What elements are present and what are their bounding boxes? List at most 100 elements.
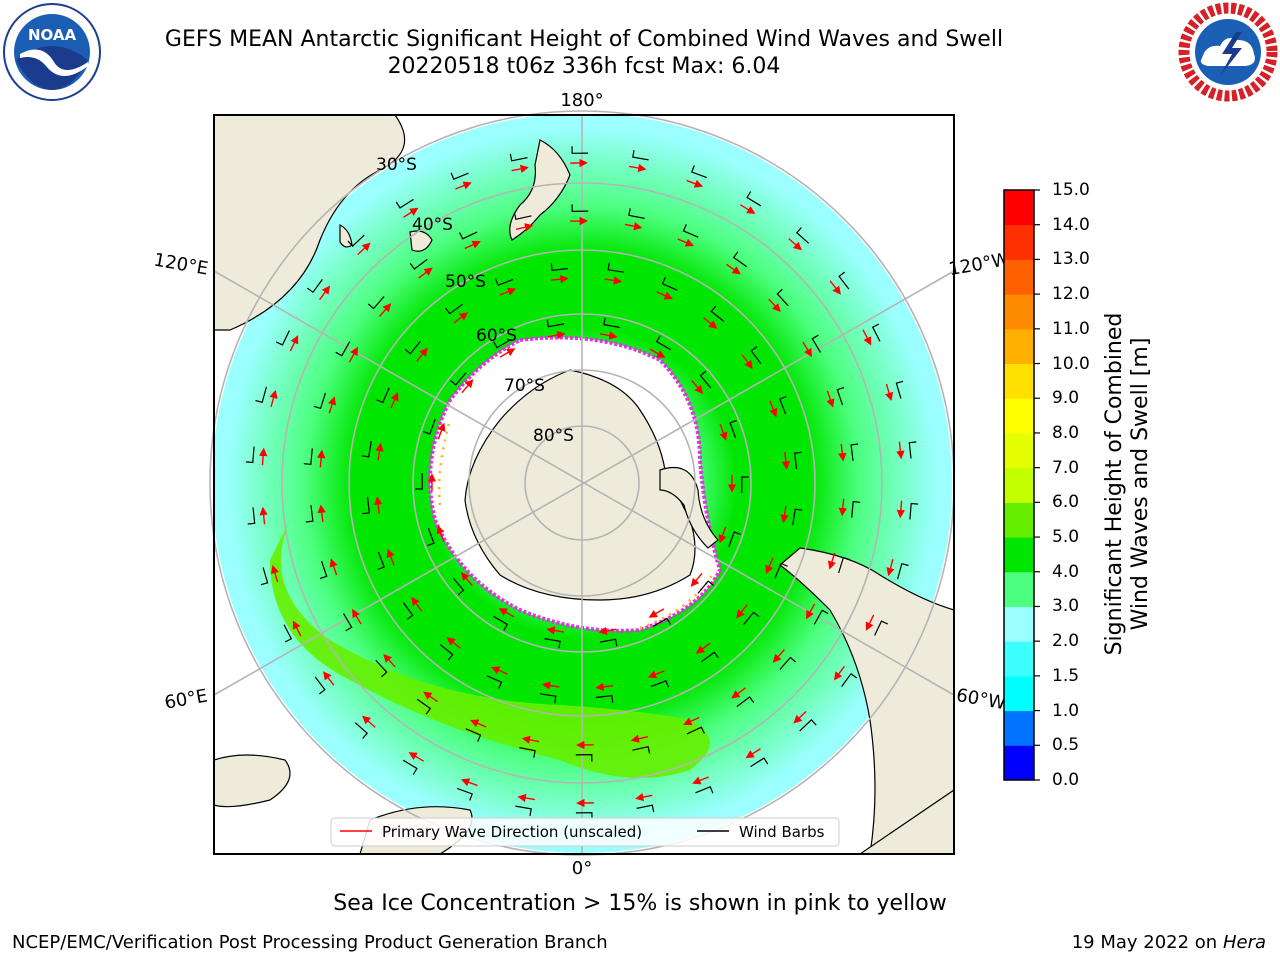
wind-barb (283, 624, 293, 643)
wave-direction-arrow (598, 626, 617, 636)
wave-direction-arrow (329, 558, 338, 576)
wave-direction-arrow (604, 276, 623, 285)
nws-logo (1178, 2, 1278, 102)
colorbar-bin (1004, 467, 1034, 503)
wave-direction-arrow (683, 716, 700, 726)
wave-direction-arrow (383, 653, 396, 668)
wave-direction-arrow (453, 312, 469, 324)
wave-direction-arrow (499, 287, 517, 296)
wind-barb (550, 263, 569, 271)
wind-barb (575, 812, 593, 820)
wave-direction-arrow (691, 380, 704, 394)
wind-barb (450, 172, 469, 180)
wave-direction-arrow (460, 572, 473, 586)
wind-barb (750, 346, 762, 364)
wave-direction-arrow (258, 447, 268, 466)
colorbar-tick-label: 12.0 (1052, 284, 1090, 305)
wind-barb (546, 319, 565, 328)
map-frame (213, 114, 955, 855)
wind-barb (544, 638, 561, 649)
wave-direction-arrow (460, 778, 478, 787)
wind-barb (746, 191, 762, 207)
wind-barb (741, 476, 749, 493)
lat-label-50s: 50°S (445, 272, 486, 292)
wind-barb (729, 419, 737, 439)
colorbar-bin (1004, 190, 1034, 226)
wind-barb (402, 759, 418, 775)
wave-direction-arrow (328, 396, 337, 414)
wind-barb (650, 680, 670, 688)
wave-direction-arrow (806, 603, 816, 620)
colorbar-tick-label: 11.0 (1052, 318, 1090, 339)
wind-barb (493, 615, 509, 631)
wind-barb (377, 551, 385, 571)
wave-direction-arrow (739, 204, 756, 214)
wind-barb (750, 757, 769, 768)
wave-direction-arrow (375, 442, 384, 461)
wind-barb (260, 567, 269, 586)
wind-barb (354, 722, 369, 739)
map-legend: Primary Wave Direction (unscaled) Wind B… (330, 817, 840, 847)
wave-direction-arrow (726, 263, 741, 275)
wave-direction-arrow (319, 285, 331, 301)
wind-barb (459, 231, 478, 240)
wave-direction-arrow (736, 604, 748, 619)
footer-date: 19 May 2022 on Hera (1072, 932, 1266, 953)
wind-barb (779, 395, 787, 415)
wave-direction-arrow (690, 572, 703, 587)
wave-direction-arrow (595, 682, 613, 692)
wind-barb (456, 787, 473, 801)
wave-direction-arrow (703, 317, 718, 329)
wind-barb (423, 418, 436, 435)
meridian-label-60e: 60°E (163, 685, 209, 713)
wave-direction-arrow (781, 452, 791, 470)
wind-barb (732, 251, 748, 268)
wave-direction-arrow (780, 505, 789, 524)
meridian-label-180: 180° (560, 90, 603, 111)
colorbar-tick-label: 8.0 (1052, 422, 1080, 443)
wind-barb (247, 507, 256, 525)
lat-label-40s: 40°S (412, 215, 453, 235)
wind-barb (595, 695, 614, 703)
wind-barb (813, 609, 829, 625)
colorbar-bin (1004, 363, 1034, 399)
wind-barb (851, 500, 861, 518)
wave-direction-arrow (323, 671, 335, 686)
wave-direction-arrow (677, 238, 695, 247)
footer-date-text: 19 May 2022 on (1071, 932, 1218, 953)
wind-barb (335, 341, 351, 357)
wind-barb (492, 339, 512, 349)
wind-barb (519, 747, 536, 758)
wave-direction-arrow (547, 330, 566, 340)
meridian-120e-60w (213, 270, 955, 696)
wave-direction-arrow (461, 379, 474, 394)
chart-subtitle: 20220518 t06z 336h fcst Max: 6.04 (387, 54, 781, 79)
wave-direction-arrow (437, 422, 446, 440)
wave-direction-arrow (768, 298, 781, 313)
meridian-label-120e: 120°E (152, 249, 210, 279)
wave-direction-arrow (745, 748, 761, 759)
wind-barb (779, 656, 797, 670)
wave-direction-arrow (629, 163, 647, 173)
wind-barb (836, 386, 845, 406)
wave-direction-arrow (731, 687, 746, 699)
wind-barb (439, 644, 454, 661)
colorbar-tick-label: 14.0 (1052, 214, 1090, 235)
wind-barb (494, 278, 514, 286)
wind-barb (515, 805, 532, 816)
colorbar-bin (1004, 502, 1034, 538)
wind-barb (452, 577, 465, 596)
wind-barb (909, 502, 919, 520)
wind-barb (415, 473, 423, 490)
wave-direction-arrow (648, 608, 665, 618)
wind-barb (367, 296, 385, 310)
wave-direction-arrow (656, 291, 673, 300)
wind-barb (871, 323, 881, 342)
wave-direction-arrow (647, 670, 665, 679)
wave-direction-arrow (649, 348, 666, 358)
colorbar-bin (1004, 710, 1034, 746)
wave-direction-arrow (352, 608, 362, 625)
wind-barb (682, 224, 699, 238)
wave-direction-arrow (541, 681, 560, 690)
